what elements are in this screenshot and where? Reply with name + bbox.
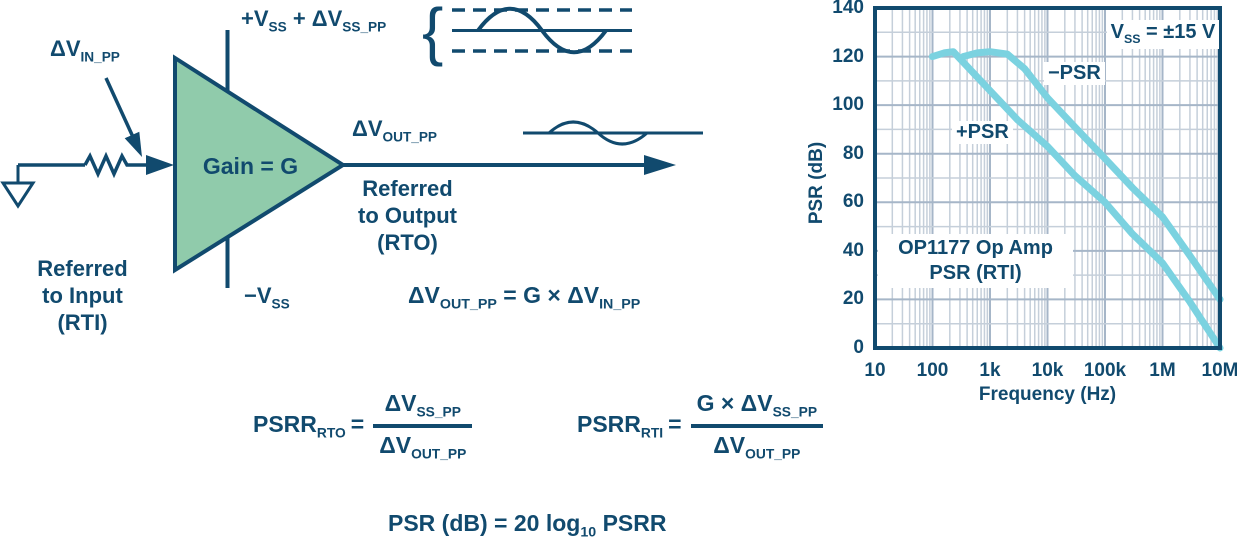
circuit-diagram-art: { (0, 0, 703, 288)
curve-label-minus-psr: −PSR (1044, 62, 1105, 85)
output-wire (343, 155, 676, 175)
x-tick-label: 100 (916, 360, 949, 381)
fraction-bar (690, 423, 824, 428)
formula-psrr-rti: PSRRRTI = G × ΔVSS_PP ΔVOUT_PP (577, 390, 824, 461)
psr-db-formula: PSR (dB) = 20 log10 PSRR (388, 510, 667, 541)
y-tick-label: 140 (832, 0, 864, 18)
chart-annotation: OP1177 Op Amp PSR (RTI) (878, 234, 1073, 288)
input-wire (18, 151, 150, 179)
supply-bottom-label: −VSS (244, 283, 290, 312)
y-tick-label: 40 (842, 239, 864, 261)
rto-caption: Referred to Output (RTO) (358, 176, 457, 255)
fraction: ΔVSS_PP ΔVOUT_PP (373, 390, 473, 461)
resistor (83, 151, 150, 179)
x-tick-label: 10k (1031, 360, 1064, 381)
y-tick-label: 100 (832, 94, 864, 116)
vin-pointer-arrow (104, 77, 142, 157)
curve-label-plus-psr: +PSR (952, 121, 1013, 144)
y-tick-label: 0 (853, 337, 864, 358)
psr-chart: 10 100 1k 10k 100k 1M 10M 0 20 40 60 80 100 120 140 VS… (810, 0, 1237, 420)
x-tick-label: 10 (864, 360, 886, 381)
vout-label: ΔVOUT_PP (352, 116, 438, 145)
y-tick-label: 120 (832, 45, 864, 67)
formula-lhs: PSRRRTO = (253, 410, 365, 441)
supply-ripple-waveform (452, 6, 632, 55)
y-tick-label: 80 (842, 142, 864, 164)
x-tick-label: 10M (1201, 360, 1237, 381)
chart-x-axis-title: Frequency (Hz) (978, 384, 1117, 405)
x-tick-label: 100k (1083, 360, 1127, 381)
rti-caption: Referred to Input (RTI) (37, 256, 128, 335)
output-arrowhead (644, 155, 676, 175)
vin-label: ΔVIN_PP (50, 36, 120, 65)
gain-label: Gain = G (202, 153, 299, 179)
y-tick-label: 60 (842, 191, 864, 213)
ground-symbol (0, 165, 36, 209)
y-tick-label: 20 (842, 288, 864, 310)
chart-condition-label: VSS = ±15 V (1107, 20, 1219, 49)
formula-psrr-rto: PSRRRTO = ΔVSS_PP ΔVOUT_PP (253, 390, 473, 461)
chart-plot-area (873, 6, 1224, 352)
sine-wave-small (547, 120, 648, 146)
supply-top-label: +VSS + ΔVSS_PP (241, 6, 387, 35)
output-ripple-waveform (523, 120, 703, 146)
fraction-bar (373, 423, 473, 428)
brace-icon: { (422, 0, 443, 67)
gain-equation: ΔVOUT_PP = G × ΔVIN_PP (408, 282, 641, 313)
formula-lhs: PSRRRTI = (577, 410, 682, 441)
x-tick-label: 1k (979, 360, 1001, 381)
x-tick-label: 1M (1149, 360, 1176, 381)
fraction: G × ΔVSS_PP ΔVOUT_PP (690, 390, 824, 461)
input-arrowhead (146, 155, 174, 175)
sine-wave-large (476, 6, 608, 55)
opamp-triangle (173, 54, 347, 274)
